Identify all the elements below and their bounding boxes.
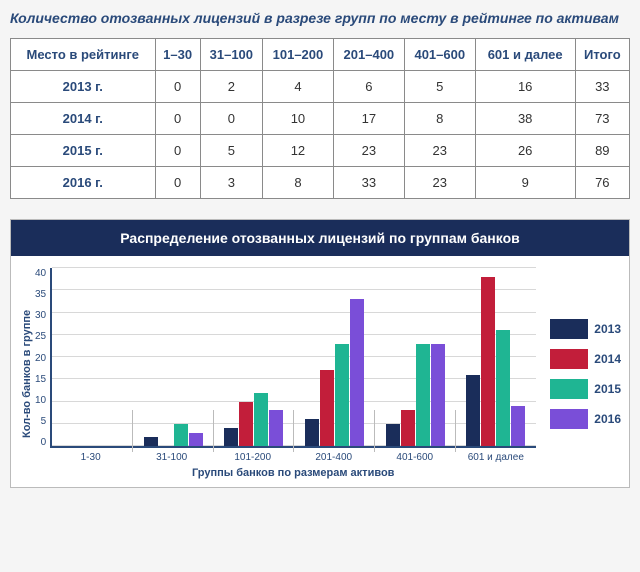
table-cell: 0 xyxy=(155,135,200,167)
table-cell: 2016 г. xyxy=(11,167,156,199)
table-cell: 10 xyxy=(262,103,333,135)
table-cell: 2014 г. xyxy=(11,103,156,135)
table-cell: 2 xyxy=(200,71,262,103)
license-table: Место в рейтинге1–3031–100101–200201–400… xyxy=(10,38,630,199)
table-body: 2013 г.0246516332014 г.001017838732015 г… xyxy=(11,71,630,199)
legend-label: 2014 xyxy=(594,352,621,366)
legend-label: 2015 xyxy=(594,382,621,396)
table-cell: 0 xyxy=(155,71,200,103)
table-cell: 0 xyxy=(155,167,200,199)
chart-legend: 2013 2014 2015 2016 xyxy=(536,268,621,479)
bar xyxy=(496,330,510,446)
table-header-cell: Итого xyxy=(575,39,629,71)
bar xyxy=(239,402,253,447)
table-cell: 17 xyxy=(333,103,404,135)
table-cell: 38 xyxy=(475,103,575,135)
chart-header: Распределение отозванных лицензий по гру… xyxy=(11,220,629,256)
x-tick-label: 31-100 xyxy=(131,448,212,463)
table-cell: 8 xyxy=(404,103,475,135)
table-cell: 2015 г. xyxy=(11,135,156,167)
table-cell: 0 xyxy=(155,103,200,135)
legend-swatch xyxy=(550,409,588,429)
table-row: 2015 г.051223232689 xyxy=(11,135,630,167)
bar xyxy=(416,344,430,446)
table-cell: 12 xyxy=(262,135,333,167)
table-header-cell: 201–400 xyxy=(333,39,404,71)
bar xyxy=(254,393,268,446)
table-row: 2013 г.024651633 xyxy=(11,71,630,103)
table-cell: 9 xyxy=(475,167,575,199)
table-cell: 73 xyxy=(575,103,629,135)
table-cell: 5 xyxy=(200,135,262,167)
table-cell: 5 xyxy=(404,71,475,103)
table-cell: 89 xyxy=(575,135,629,167)
table-cell: 23 xyxy=(404,167,475,199)
bar xyxy=(144,437,158,446)
bar-group xyxy=(294,268,375,446)
table-cell: 0 xyxy=(200,103,262,135)
legend-item: 2016 xyxy=(550,409,621,429)
table-cell: 23 xyxy=(404,135,475,167)
table-cell: 6 xyxy=(333,71,404,103)
x-tick-label: 101-200 xyxy=(212,448,293,463)
bar xyxy=(320,370,334,446)
legend-swatch xyxy=(550,319,588,339)
table-cell: 33 xyxy=(575,71,629,103)
bar xyxy=(189,433,203,446)
chart-section: Распределение отозванных лицензий по гру… xyxy=(10,219,630,488)
table-cell: 4 xyxy=(262,71,333,103)
bar xyxy=(305,419,319,446)
bar-group xyxy=(133,268,214,446)
bar xyxy=(386,424,400,446)
table-row: 2016 г.0383323976 xyxy=(11,167,630,199)
page-title: Количество отозванных лицензий в разрезе… xyxy=(10,10,630,26)
legend-item: 2013 xyxy=(550,319,621,339)
bar-group xyxy=(456,268,537,446)
legend-item: 2014 xyxy=(550,349,621,369)
table-cell: 76 xyxy=(575,167,629,199)
table-header-cell: 1–30 xyxy=(155,39,200,71)
x-tick-label: 1-30 xyxy=(50,448,131,463)
bar xyxy=(511,406,525,446)
table-cell: 8 xyxy=(262,167,333,199)
table-header-cell: 601 и далее xyxy=(475,39,575,71)
bar xyxy=(431,344,445,446)
bar xyxy=(174,424,188,446)
y-axis-label: Кол-во банков в группе xyxy=(19,268,35,479)
x-tick-label: 201-400 xyxy=(293,448,374,463)
table-header-cell: 401–600 xyxy=(404,39,475,71)
bar xyxy=(401,410,415,446)
x-tick-label: 601 и далее xyxy=(455,448,536,463)
legend-swatch xyxy=(550,379,588,399)
table-cell: 3 xyxy=(200,167,262,199)
bar xyxy=(224,428,238,446)
table-cell: 26 xyxy=(475,135,575,167)
bar-group xyxy=(52,268,133,446)
table-row: 2014 г.00101783873 xyxy=(11,103,630,135)
table-header-row: Место в рейтинге1–3031–100101–200201–400… xyxy=(11,39,630,71)
bar xyxy=(481,277,495,446)
table-cell: 23 xyxy=(333,135,404,167)
chart-plot xyxy=(50,268,536,448)
table-cell: 33 xyxy=(333,167,404,199)
table-header-cell: 101–200 xyxy=(262,39,333,71)
bar xyxy=(335,344,349,446)
y-axis: 4035302520151050 xyxy=(35,268,50,448)
x-tick-label: 401-600 xyxy=(374,448,455,463)
table-header-cell: 31–100 xyxy=(200,39,262,71)
legend-swatch xyxy=(550,349,588,369)
table-cell: 16 xyxy=(475,71,575,103)
bar xyxy=(350,299,364,446)
bar-group xyxy=(214,268,295,446)
legend-label: 2016 xyxy=(594,412,621,426)
legend-item: 2015 xyxy=(550,379,621,399)
legend-label: 2013 xyxy=(594,322,621,336)
bar xyxy=(466,375,480,446)
table-header-cell: Место в рейтинге xyxy=(11,39,156,71)
bar-group xyxy=(375,268,456,446)
x-axis-title: Группы банков по размерам активов xyxy=(50,467,536,479)
bar xyxy=(269,410,283,446)
table-cell: 2013 г. xyxy=(11,71,156,103)
